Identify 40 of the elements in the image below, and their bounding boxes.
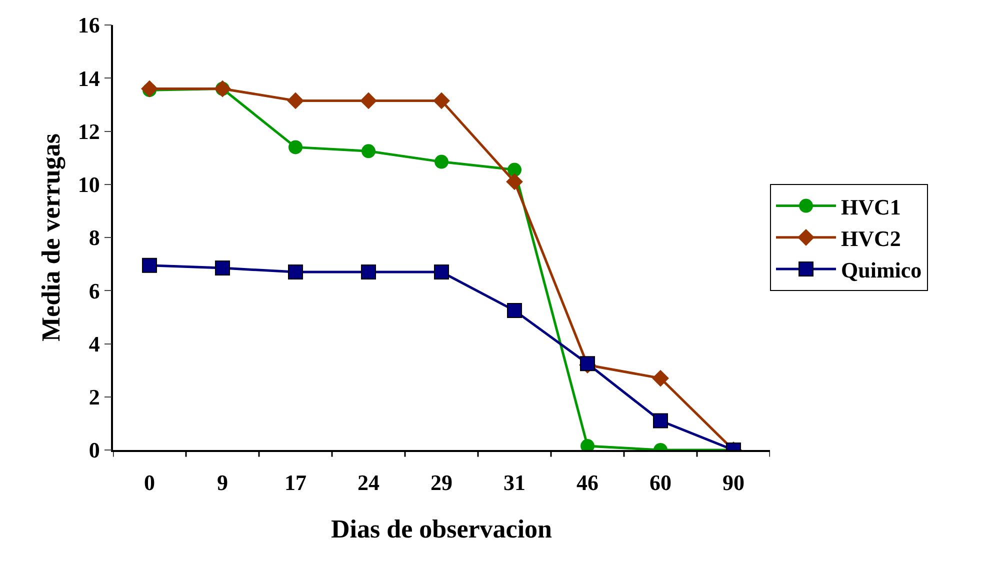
y-tick-label: 14 bbox=[78, 66, 100, 91]
y-tick-label: 0 bbox=[88, 438, 100, 463]
point bbox=[287, 92, 304, 110]
x-tick-label: 24 bbox=[358, 470, 380, 496]
point bbox=[434, 264, 449, 280]
y-tick-label: 8 bbox=[88, 225, 100, 250]
point bbox=[360, 92, 377, 110]
x-tick-label: 9 bbox=[217, 470, 228, 496]
x-tick-label: 60 bbox=[650, 470, 672, 496]
point bbox=[141, 80, 158, 98]
y-tick-label: 2 bbox=[88, 384, 100, 410]
x-axis-title: Dias de observacion bbox=[331, 514, 553, 544]
y-tick-label: 6 bbox=[88, 278, 100, 304]
x-tick-label: 31 bbox=[504, 470, 526, 496]
point bbox=[215, 260, 230, 276]
y-tick-label: 10 bbox=[78, 172, 100, 198]
point bbox=[652, 370, 669, 387]
point bbox=[288, 264, 303, 280]
y-tick-label: 4 bbox=[88, 331, 100, 356]
y-tick-label: 16 bbox=[78, 12, 100, 38]
legend-label: HVC2 bbox=[841, 226, 901, 251]
point bbox=[362, 144, 376, 158]
point bbox=[433, 92, 450, 110]
x-tick-label: 90 bbox=[722, 470, 744, 496]
point bbox=[508, 162, 522, 177]
point bbox=[142, 258, 157, 273]
y-axis-title: Media de verrugas bbox=[36, 134, 66, 342]
point bbox=[507, 303, 522, 318]
x-tick-label: 29 bbox=[430, 470, 452, 496]
legend-label: HVC1 bbox=[841, 194, 901, 220]
x-tick-label: 46 bbox=[576, 470, 598, 496]
x-tick-label: 0 bbox=[144, 470, 155, 496]
point bbox=[506, 173, 523, 190]
point bbox=[653, 413, 668, 428]
point bbox=[361, 264, 376, 280]
point bbox=[288, 140, 302, 154]
y-tick-label: 12 bbox=[78, 118, 100, 144]
x-tick-label: 17 bbox=[284, 470, 306, 496]
legend-label: Quimico bbox=[841, 258, 922, 283]
point bbox=[434, 154, 448, 169]
